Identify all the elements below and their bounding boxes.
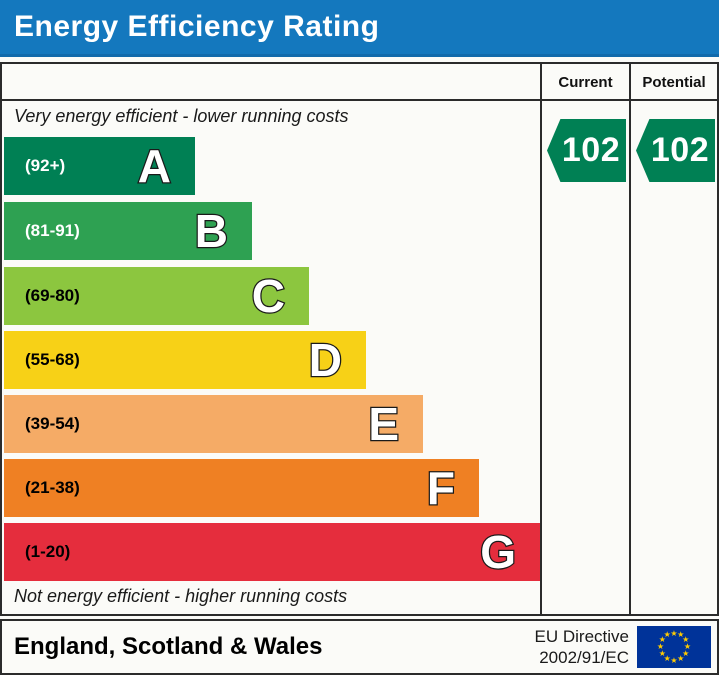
eu-flag-star: ★ xyxy=(658,648,666,658)
band-c-letter: C xyxy=(251,269,287,324)
bottom-note: Not energy efficient - higher running co… xyxy=(14,586,348,606)
current-rating-badge: 102 xyxy=(547,119,626,182)
eu-flag-star: ★ xyxy=(670,628,678,638)
eu-flag-star: ★ xyxy=(663,653,671,663)
band-g-range: (1-20) xyxy=(25,542,71,561)
band-d-letter: D xyxy=(308,333,344,388)
current-rating-value: 102 xyxy=(561,131,621,169)
eu-flag-star: ★ xyxy=(677,653,685,663)
current-column-divider xyxy=(540,62,542,616)
band-a-range: (92+) xyxy=(25,156,66,175)
eu-directive-label: EU Directive 2002/91/EC xyxy=(535,626,629,669)
potential-rating-badge: 102 xyxy=(636,119,715,182)
title-bar: Energy Efficiency Rating xyxy=(0,0,719,57)
band-b-range: (81-91) xyxy=(25,221,80,240)
header-underline xyxy=(2,99,717,101)
eu-flag-star: ★ xyxy=(683,642,692,651)
band-e-range: (39-54) xyxy=(25,414,80,433)
potential-column-divider xyxy=(629,62,631,616)
eu-flag-icon: ★ ★ ★ ★ ★ ★ ★ ★ ★ ★ ★ ★ xyxy=(637,626,711,668)
eu-flag-star: ★ xyxy=(682,648,690,658)
potential-column-header: Potential xyxy=(642,74,706,91)
eu-flag-star: ★ xyxy=(682,635,690,645)
rating-table-border xyxy=(0,62,719,616)
eu-flag-star: ★ xyxy=(677,630,685,640)
eu-flag-star: ★ xyxy=(670,655,678,665)
band-f-range: (21-38) xyxy=(25,478,80,497)
eu-directive-line2: 2002/91/EC xyxy=(539,648,629,667)
band-d-range: (55-68) xyxy=(25,350,80,369)
band-d: (55-68) D xyxy=(4,331,366,389)
current-column-header: Current xyxy=(558,74,613,91)
top-note: Very energy efficient - lower running co… xyxy=(14,106,349,126)
band-a-letter: A xyxy=(137,139,173,194)
band-b: (81-91) B xyxy=(4,202,252,260)
band-f-letter: F xyxy=(426,461,457,516)
band-f: (21-38) F xyxy=(4,459,479,517)
band-c-range: (69-80) xyxy=(25,286,80,305)
band-g-letter: G xyxy=(479,525,517,580)
footer: England, Scotland & Wales EU Directive 2… xyxy=(0,619,719,675)
band-c: (69-80) C xyxy=(4,267,309,325)
page-title: Energy Efficiency Rating xyxy=(14,10,380,43)
region-label: England, Scotland & Wales xyxy=(14,633,323,660)
band-g: (1-20) G xyxy=(4,523,540,581)
band-a: (92+) A xyxy=(4,137,195,195)
eu-flag-star: ★ xyxy=(663,630,671,640)
band-e-letter: E xyxy=(367,397,400,452)
band-e: (39-54) E xyxy=(4,395,423,453)
eu-flag-star: ★ xyxy=(658,635,666,645)
eu-flag-star: ★ xyxy=(656,642,665,651)
eu-directive-line1: EU Directive xyxy=(534,626,629,646)
potential-rating-value: 102 xyxy=(650,131,710,169)
band-b-letter: B xyxy=(194,204,230,259)
